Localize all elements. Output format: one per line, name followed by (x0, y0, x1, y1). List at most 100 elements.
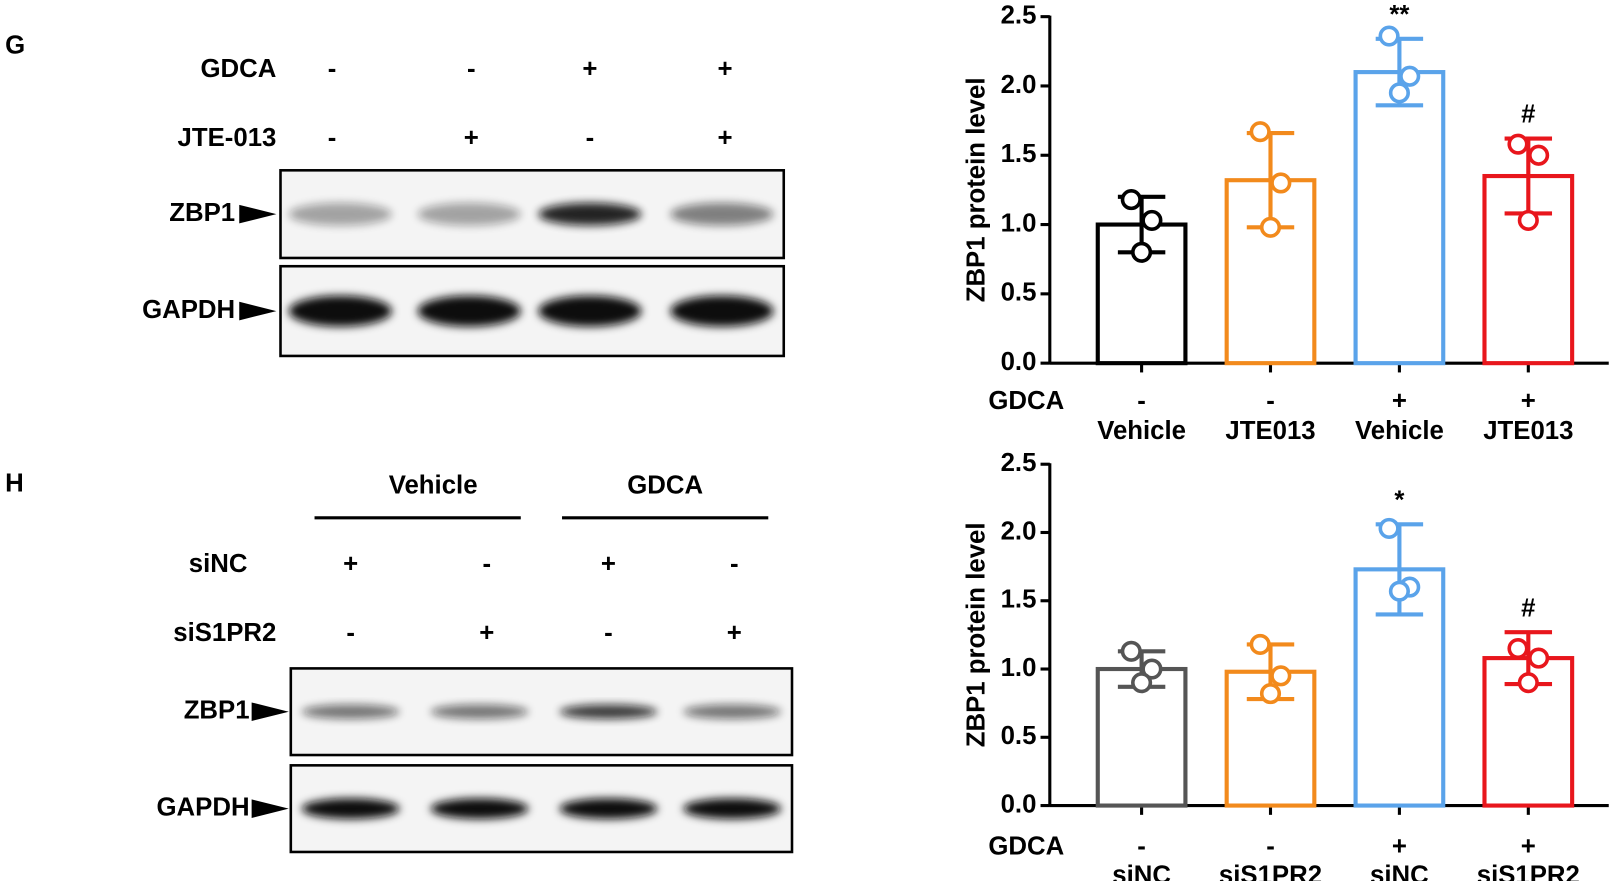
data-point (1517, 672, 1539, 694)
blot-band (670, 295, 774, 327)
y-tick-label: 0.0 (1001, 790, 1037, 818)
blot-band (670, 202, 774, 226)
band-arrow (251, 702, 289, 721)
data-point (1388, 82, 1410, 104)
data-point (1131, 672, 1153, 694)
x-tick-label: siNC (1370, 862, 1429, 881)
panel-letter: H (5, 470, 24, 498)
bar (1353, 70, 1446, 366)
blot-band (288, 202, 392, 226)
treatment-mark: + (727, 619, 742, 647)
data-point (1528, 144, 1550, 166)
blot-band (559, 704, 658, 719)
treatment-label: JTE-013 (178, 124, 277, 152)
treatment-mark: + (582, 55, 597, 83)
group-label: Vehicle (389, 472, 478, 500)
blot-band (538, 295, 642, 327)
x-row-value: + (1521, 833, 1536, 861)
data-point (1249, 121, 1271, 143)
panel-letter: G (5, 31, 25, 59)
significance: # (1521, 594, 1535, 622)
band-arrow (251, 799, 289, 818)
blot-band (430, 704, 529, 719)
blot-band (683, 798, 782, 819)
y-axis-label: ZBP1 protein level (962, 522, 990, 747)
treatment-mark: - (482, 550, 491, 578)
x-row-value: + (1521, 387, 1536, 415)
treatment-label: siS1PR2 (173, 619, 276, 647)
x-row-label: GDCA (988, 833, 1064, 861)
treatment-mark: + (479, 619, 494, 647)
data-point (1528, 647, 1550, 669)
x-tick-label: siNC (1112, 862, 1171, 881)
treatment-label: siNC (189, 550, 248, 578)
data-point (1259, 216, 1282, 238)
blot-band (559, 798, 658, 819)
x-tick-label: siS1PR2 (1477, 862, 1580, 881)
x-tick-label: siS1PR2 (1219, 862, 1322, 881)
y-tick-label: 2.0 (1001, 71, 1037, 99)
blot-band (288, 295, 392, 327)
treatment-mark: + (343, 550, 358, 578)
y-tick-label: 1.0 (1001, 654, 1037, 682)
data-point (1141, 658, 1163, 680)
band-arrow (239, 301, 277, 321)
significance: # (1521, 101, 1535, 129)
x-tick-label: JTE013 (1225, 417, 1315, 445)
treatment-mark: + (717, 55, 732, 83)
x-row-value: - (1137, 833, 1146, 861)
data-point (1120, 640, 1142, 662)
data-point (1399, 65, 1421, 87)
blot-band (538, 202, 642, 226)
y-tick-label: 0.0 (1001, 348, 1037, 376)
data-point (1270, 665, 1292, 687)
treatment-mark: + (601, 550, 616, 578)
x-row-value: + (1392, 387, 1407, 415)
treatment-mark: + (717, 124, 732, 152)
data-point (1517, 209, 1539, 231)
band-label: GAPDH (157, 793, 250, 821)
treatment-mark: - (328, 55, 337, 83)
y-tick-label: 1.5 (1001, 586, 1037, 614)
data-point (1270, 172, 1292, 194)
group-label: GDCA (627, 472, 703, 500)
x-row-label: GDCA (988, 387, 1064, 415)
x-row-value: - (1137, 387, 1146, 415)
treatment-mark: - (328, 124, 337, 152)
data-point (1259, 683, 1282, 705)
y-tick-label: 1.0 (1001, 209, 1037, 237)
data-point (1507, 133, 1529, 155)
y-tick-label: 0.5 (1001, 722, 1037, 750)
data-point (1120, 189, 1142, 211)
x-row-value: - (1266, 833, 1275, 861)
y-axis-label: ZBP1 protein level (962, 78, 990, 303)
treatment-mark: - (586, 124, 595, 152)
x-row-value: + (1392, 833, 1407, 861)
y-tick-label: 2.0 (1001, 517, 1037, 545)
data-point (1249, 633, 1271, 656)
y-tick-label: 2.5 (1001, 449, 1037, 477)
x-row-value: - (1266, 387, 1275, 415)
blot-band (301, 704, 400, 719)
data-point (1141, 209, 1163, 231)
y-tick-label: 1.5 (1001, 140, 1037, 168)
treatment-mark: - (730, 550, 739, 578)
treatment-mark: - (604, 619, 613, 647)
significance: ** (1389, 1, 1409, 29)
treatment-mark: + (464, 124, 479, 152)
data-point (1378, 517, 1400, 539)
blot-band (683, 704, 782, 719)
band-label: ZBP1 (169, 199, 235, 227)
blot-band (417, 202, 521, 226)
data-point (1378, 25, 1400, 47)
data-point (1507, 637, 1529, 660)
band-arrow (239, 204, 277, 224)
band-label: ZBP1 (184, 697, 250, 725)
blot-band (301, 798, 400, 819)
x-tick-label: Vehicle (1097, 417, 1186, 445)
treatment-mark: - (346, 619, 355, 647)
data-point (1131, 241, 1153, 263)
treatment-label: GDCA (201, 55, 277, 83)
band-label: GAPDH (142, 296, 235, 324)
